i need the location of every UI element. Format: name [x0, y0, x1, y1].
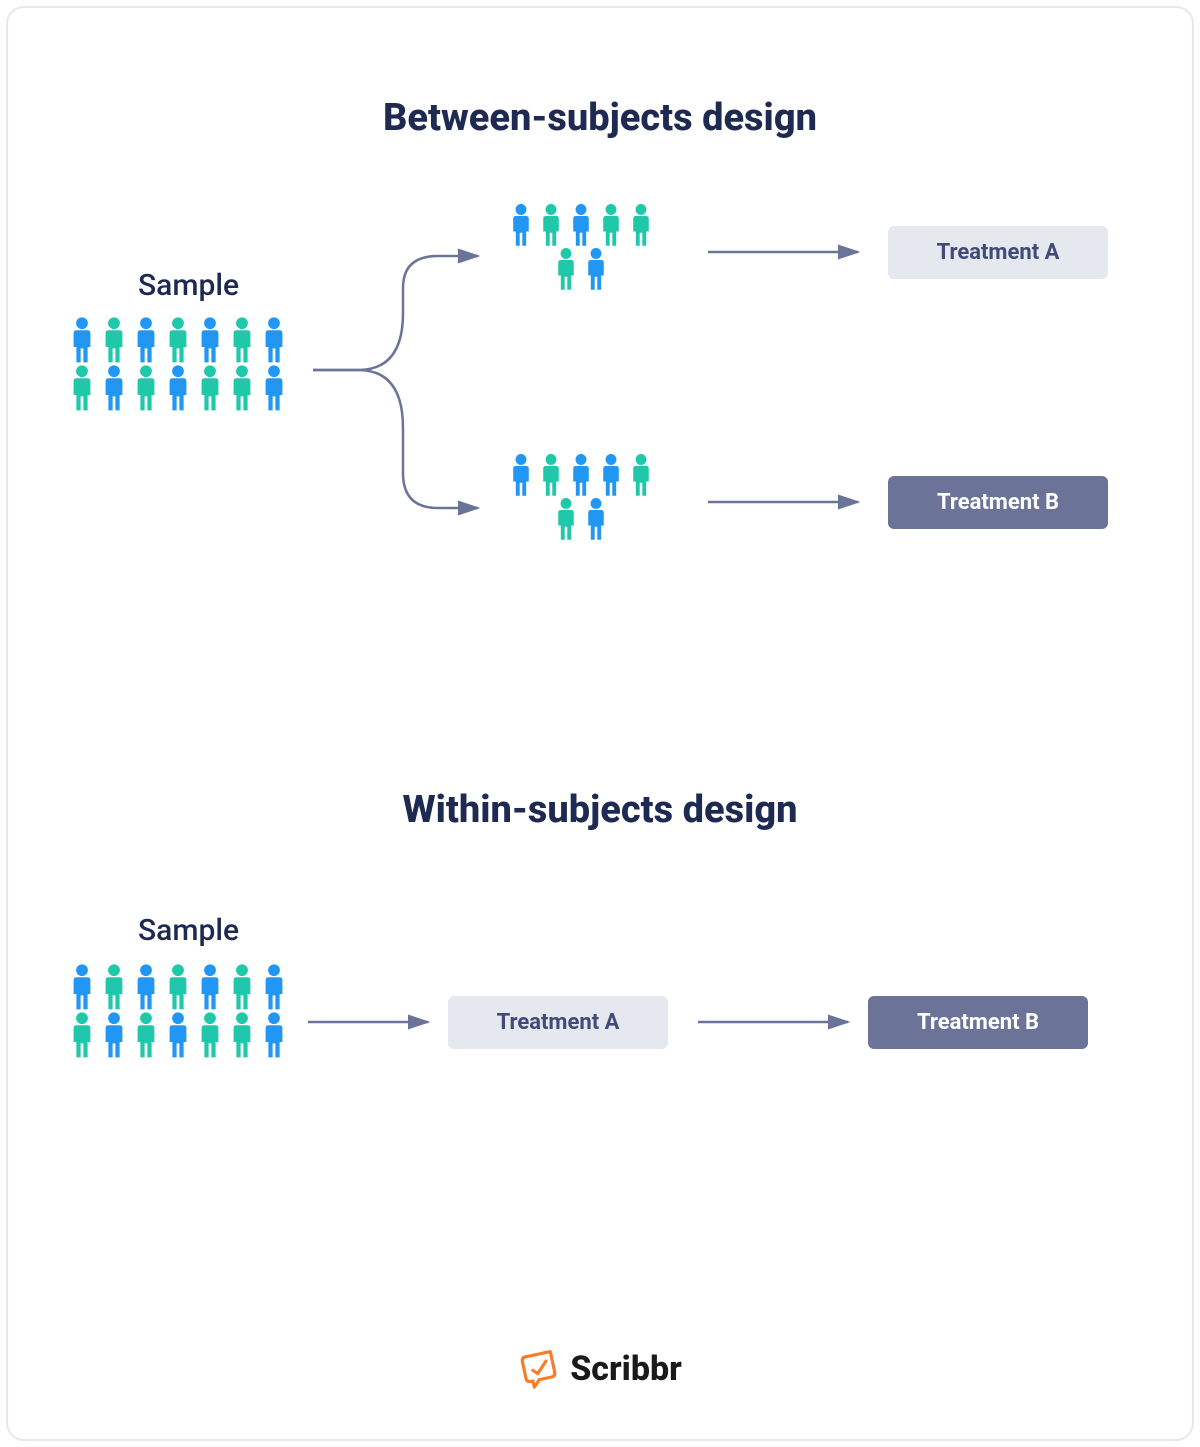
within-title: Within-subjects design	[8, 788, 1192, 832]
person-icon	[164, 364, 192, 412]
person-icon	[538, 203, 564, 247]
person-icon	[508, 453, 534, 497]
person-icon	[100, 963, 128, 1011]
person-icon	[100, 316, 128, 364]
person-icon	[260, 316, 288, 364]
between-treatment-a-box: Treatment A	[888, 226, 1108, 279]
between-group-a-people	[508, 203, 654, 291]
between-group-b-people	[508, 453, 654, 541]
person-icon	[583, 247, 609, 291]
within-treatment-b-box: Treatment B	[868, 996, 1088, 1049]
person-icon	[260, 364, 288, 412]
person-icon	[68, 364, 96, 412]
person-icon	[68, 316, 96, 364]
person-icon	[598, 203, 624, 247]
person-icon	[228, 1011, 256, 1059]
within-treatment-a-box: Treatment A	[448, 996, 668, 1049]
person-icon	[260, 963, 288, 1011]
person-icon	[553, 497, 579, 541]
between-treatment-b-box: Treatment B	[888, 476, 1108, 529]
person-icon	[196, 316, 224, 364]
person-icon	[568, 453, 594, 497]
person-icon	[508, 203, 534, 247]
within-sample-people	[68, 963, 288, 1059]
person-icon	[164, 963, 192, 1011]
footer-brand-text: Scribbr	[570, 1349, 682, 1389]
between-sample-label: Sample	[138, 268, 239, 303]
person-icon	[583, 497, 609, 541]
person-icon	[628, 203, 654, 247]
within-sample-label: Sample	[138, 913, 239, 948]
person-icon	[260, 1011, 288, 1059]
person-icon	[228, 963, 256, 1011]
footer-brand: Scribbr	[8, 1348, 1192, 1390]
between-title: Between-subjects design	[8, 96, 1192, 140]
person-icon	[164, 1011, 192, 1059]
person-icon	[553, 247, 579, 291]
between-sample-people	[68, 316, 288, 412]
person-icon	[132, 316, 160, 364]
person-icon	[68, 1011, 96, 1059]
person-icon	[196, 364, 224, 412]
person-icon	[100, 364, 128, 412]
person-icon	[164, 316, 192, 364]
person-icon	[568, 203, 594, 247]
person-icon	[196, 1011, 224, 1059]
person-icon	[132, 963, 160, 1011]
person-icon	[598, 453, 624, 497]
person-icon	[228, 364, 256, 412]
person-icon	[228, 316, 256, 364]
person-icon	[628, 453, 654, 497]
person-icon	[68, 963, 96, 1011]
scribbr-logo-icon	[518, 1348, 560, 1390]
diagram-card: Between-subjects design Sample	[6, 6, 1194, 1441]
person-icon	[100, 1011, 128, 1059]
person-icon	[538, 453, 564, 497]
person-icon	[132, 364, 160, 412]
person-icon	[196, 963, 224, 1011]
person-icon	[132, 1011, 160, 1059]
